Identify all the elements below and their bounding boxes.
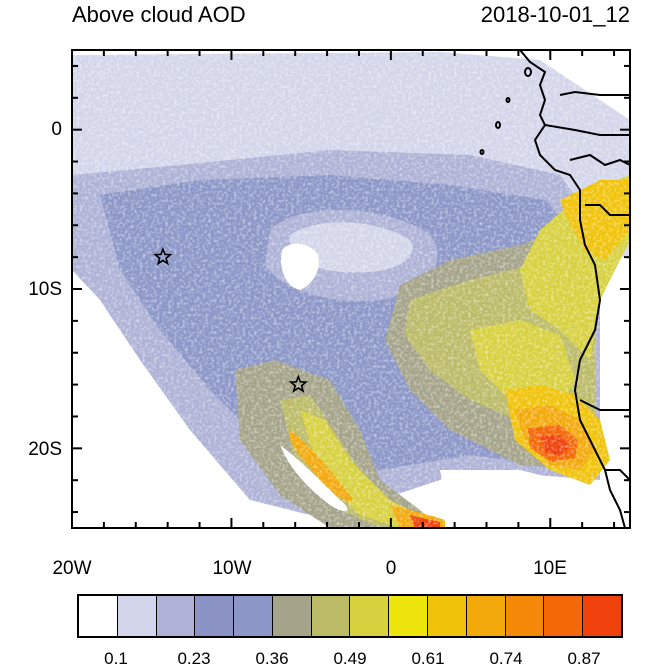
colorbar-tick-label: 0.23 [177, 649, 211, 668]
colorbar-tick-label: 0.61 [411, 649, 445, 668]
lat-label-20s: 20S [28, 439, 62, 460]
star-marker [288, 374, 309, 393]
colorbar-tick-label: 0.87 [567, 649, 601, 668]
colorbar-swatch [195, 596, 235, 636]
lon-label-10w: 10W [212, 558, 252, 579]
lon-label-20w: 20W [52, 558, 92, 579]
lon-label-10e: 10E [533, 558, 567, 579]
colorbar-tick-label: 0.1 [104, 649, 128, 668]
colorbar-swatch [350, 596, 390, 636]
aod-map [71, 49, 631, 529]
colorbar-swatch [389, 596, 429, 636]
colorbar-tick-label: 0.36 [255, 649, 289, 668]
colorbar-swatch [505, 596, 545, 636]
colorbar-swatch [544, 596, 584, 636]
lat-label-0: 0 [51, 119, 62, 140]
aod-field [72, 50, 630, 528]
colorbar-swatch [428, 596, 467, 636]
map-timestamp: 2018-10-01_12 [480, 2, 630, 27]
lon-label-0: 0 [385, 558, 397, 579]
coastline [479, 50, 630, 528]
map-title: Above cloud AOD [72, 2, 246, 27]
station-markers [153, 246, 309, 393]
speckle-texture [72, 50, 630, 528]
colorbar-swatch [272, 596, 312, 636]
colorbar [77, 594, 623, 638]
star-marker [153, 246, 173, 266]
colorbar-swatch [156, 596, 196, 636]
colorbar-swatch [79, 596, 118, 636]
colorbar-swatch [583, 596, 621, 636]
colorbar-tick-label: 0.74 [489, 649, 523, 668]
axis-ticks [71, 50, 630, 528]
colorbar-swatch [234, 596, 273, 636]
lat-label-10s: 10S [28, 279, 62, 300]
colorbar-tick-label: 0.49 [333, 649, 367, 668]
colorbar-swatch [311, 596, 351, 636]
colorbar-swatch [466, 596, 506, 636]
colorbar-swatch [117, 596, 157, 636]
